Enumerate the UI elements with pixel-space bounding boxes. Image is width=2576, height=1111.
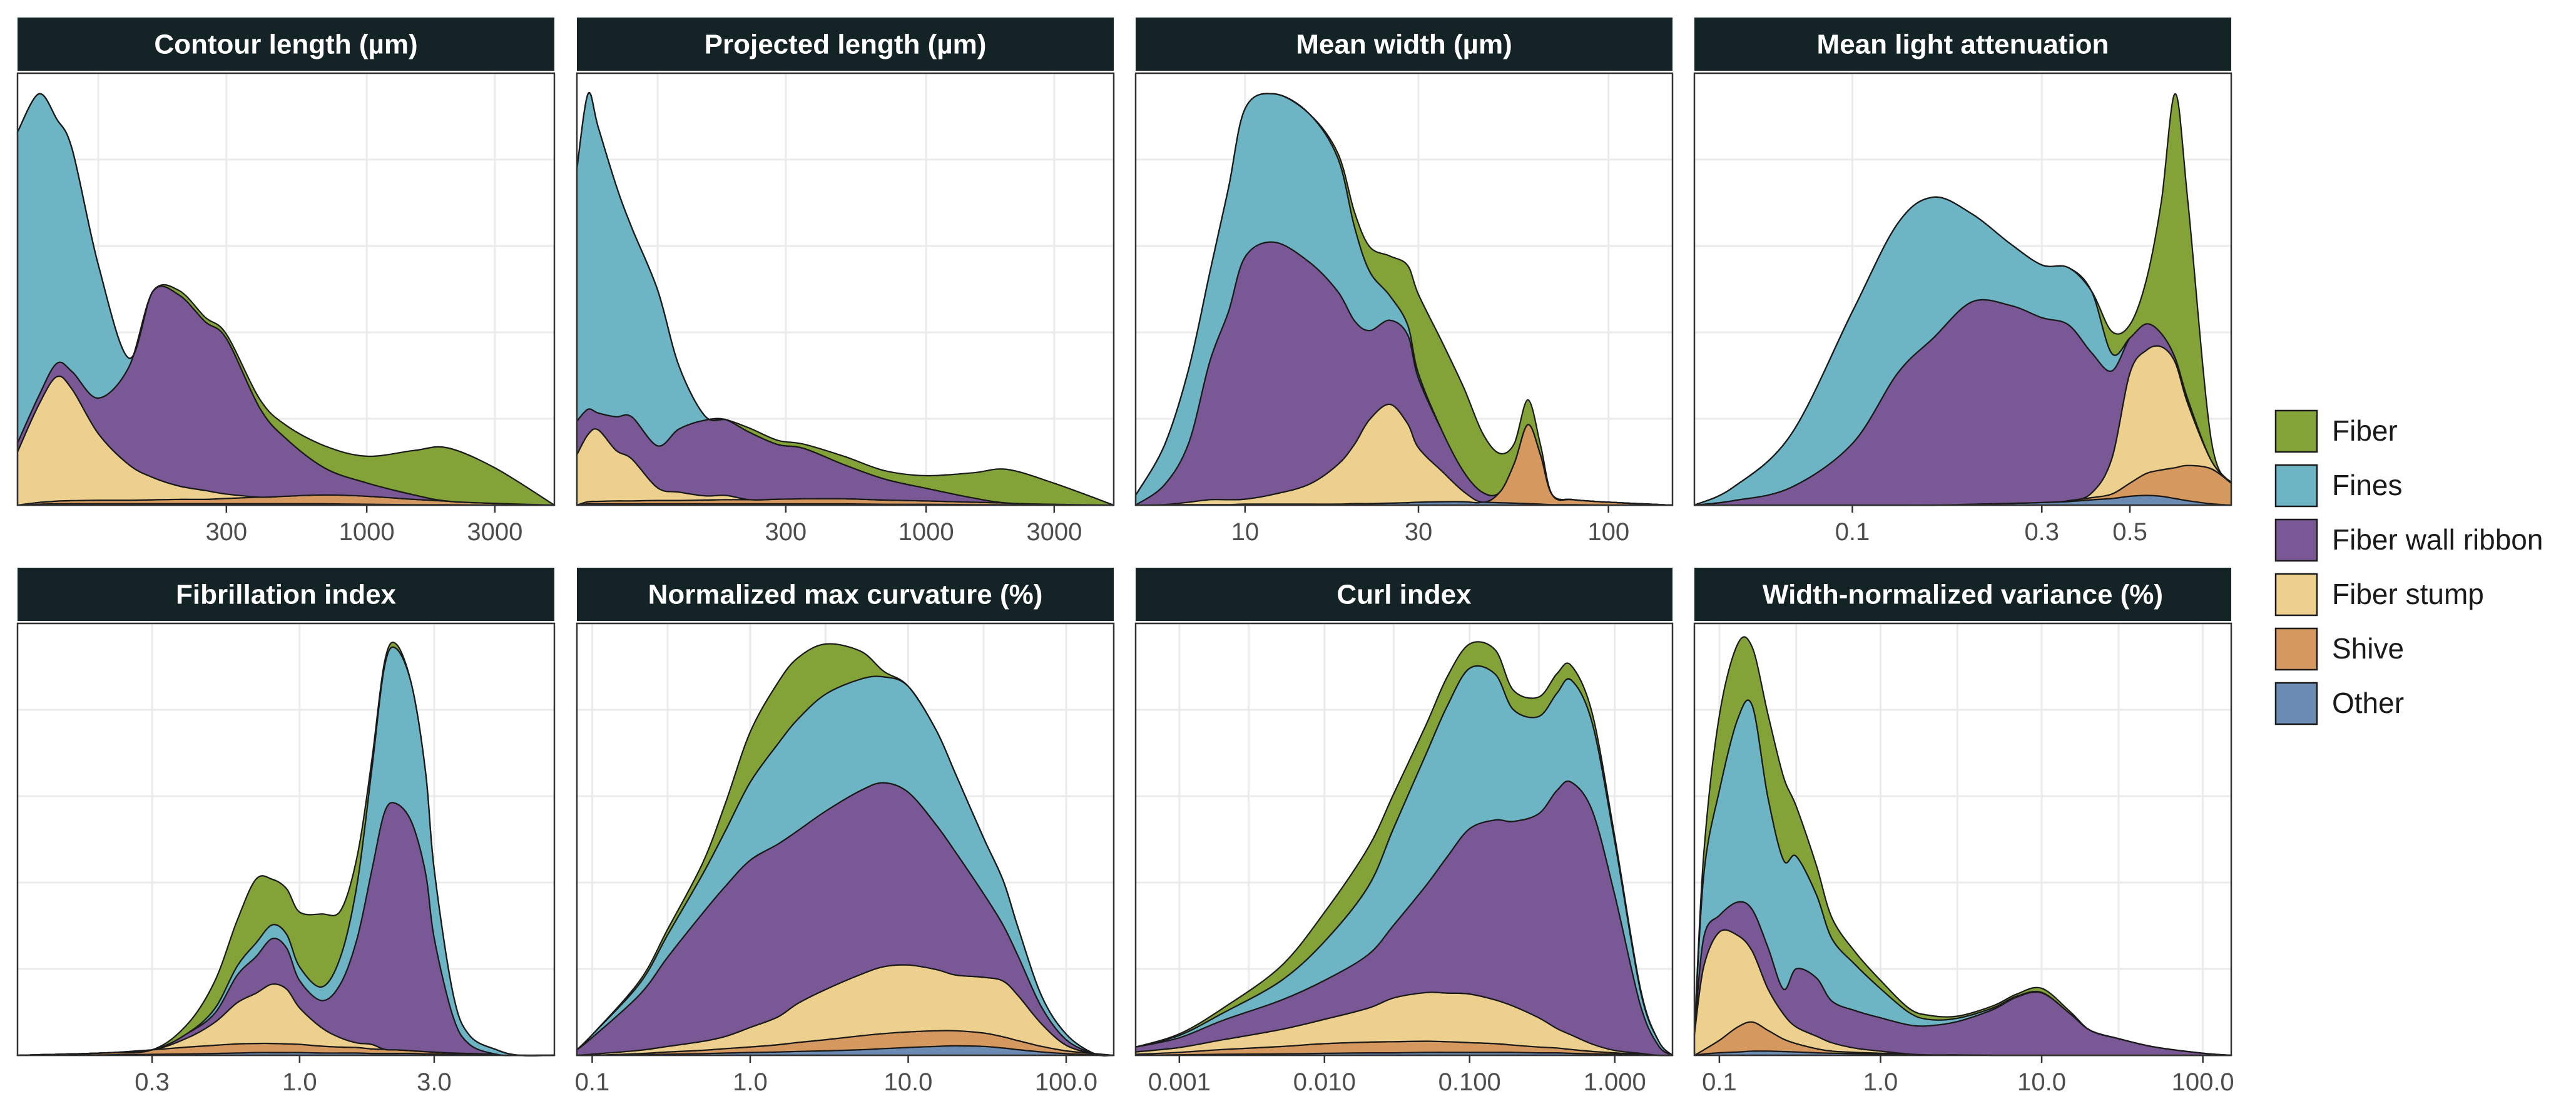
density-areas	[1693, 93, 2232, 506]
panel-curl-index: Curl index 0.001 0.010 0.100 1.000	[1134, 568, 1674, 1096]
density-areas	[1134, 93, 1674, 506]
x-axis-ticks: 0.1 0.3 0.5	[1835, 505, 2147, 546]
x-tick-label: 0.100	[1438, 1068, 1501, 1096]
plot-border	[16, 622, 556, 1057]
legend-swatch	[2274, 573, 2318, 617]
legend-label: Fiber	[2332, 414, 2398, 447]
panel-strip	[577, 568, 1114, 621]
legend-item-fines: Fines	[2274, 464, 2402, 508]
plot-border	[1693, 72, 2232, 506]
legend-label: Fiber stump	[2332, 578, 2484, 610]
panel-normalized-max-curvature: Normalized max curvature (%) 0.1 1.0 10.0 10…	[575, 568, 1115, 1096]
x-tick-label: 100.0	[2172, 1068, 2234, 1096]
x-tick-label: 30	[1405, 518, 1433, 546]
x-tick-label: 0.3	[2024, 518, 2059, 546]
x-axis-ticks: 0.1 1.0 10.0 100.0	[1702, 1055, 2234, 1096]
x-tick-label: 1.0	[733, 1068, 768, 1096]
x-tick-label: 3.0	[417, 1068, 452, 1096]
panel-title: Fibrillation index	[176, 580, 397, 610]
x-tick-label: 1000	[899, 518, 954, 546]
panel-strip	[1694, 18, 2231, 71]
x-axis-ticks: 0.3 1.0 3.0	[135, 1055, 452, 1096]
panel-strip	[18, 18, 554, 71]
panel-title: Curl index	[1336, 580, 1472, 610]
panel-strip	[1694, 568, 2231, 621]
x-tick-label: 1.0	[282, 1068, 317, 1096]
panel-title: Mean width (µm)	[1296, 29, 1512, 60]
x-tick-label: 300	[205, 518, 247, 546]
x-tick-label: 0.001	[1148, 1068, 1211, 1096]
plot-border	[1134, 622, 1674, 1057]
x-tick-label: 10.0	[2017, 1068, 2066, 1096]
x-axis-ticks: 0.1 1.0 10.0 100.0	[575, 1055, 1097, 1096]
panel-width-normalized-variance: Width-normalized variance (%) 0.1 1.0 10.0 1…	[1693, 568, 2234, 1096]
legend-item-fiber-stump: Fiber stump	[2274, 573, 2484, 617]
legend-label: Fines	[2332, 469, 2402, 501]
x-tick-label: 100.0	[1035, 1068, 1097, 1096]
panels: Contour length (µm)300 1000 3000Projected …	[16, 18, 2234, 1096]
panel-strip	[1136, 568, 1672, 621]
x-axis-ticks: 300 1000 3000	[205, 505, 522, 546]
panel-projected-length-m: Projected length (µm) 300 1000 3000	[576, 18, 1115, 546]
x-tick-label: 0.5	[2112, 518, 2147, 546]
panel-title: Contour length (µm)	[154, 29, 417, 60]
legend-item-other: Other	[2274, 682, 2404, 725]
legend: Fiber Fines Fiber wall ribbon Fiber stump Sh…	[2274, 409, 2543, 725]
x-axis-ticks: 0.001 0.010 0.100 1.000	[1148, 1055, 1646, 1096]
x-tick-label: 0.1	[1835, 518, 1870, 546]
x-tick-label: 100	[1587, 518, 1629, 546]
legend-swatch	[2274, 627, 2318, 671]
panel-title: Mean light attenuation	[1817, 29, 2109, 60]
x-tick-label: 0.010	[1293, 1068, 1356, 1096]
x-tick-label: 3000	[1026, 518, 1082, 546]
x-tick-label: 1000	[339, 518, 395, 546]
x-axis-ticks: 10 30 100	[1231, 505, 1629, 546]
panel-title: Width-normalized variance (%)	[1763, 580, 2163, 610]
x-tick-label: 0.3	[135, 1068, 170, 1096]
plot-border	[576, 622, 1115, 1057]
legend-label: Other	[2332, 687, 2404, 719]
x-tick-label: 10.0	[884, 1068, 933, 1096]
panel-mean-light-attenuation: Mean light attenuation 0.1 0.3 0.5	[1693, 18, 2232, 546]
legend-swatch	[2274, 518, 2318, 562]
gridlines	[1694, 622, 2231, 1055]
x-tick-label: 1.0	[1863, 1068, 1898, 1096]
x-tick-label: 300	[765, 518, 807, 546]
legend-label: Shive	[2332, 632, 2404, 665]
legend-item-fiber-wall-ribbon: Fiber wall ribbon	[2274, 518, 2543, 562]
x-tick-label: 0.1	[1702, 1068, 1737, 1096]
x-tick-label: 3000	[467, 518, 522, 546]
legend-swatch	[2274, 682, 2318, 725]
legend-swatch	[2274, 464, 2318, 508]
area-fiber	[1693, 93, 2232, 506]
panel-mean-width-m: Mean width (µm) 10 30 100	[1134, 18, 1674, 546]
x-tick-label: 0.1	[575, 1068, 610, 1096]
plot-border	[1693, 622, 2232, 1057]
plot-border	[16, 72, 556, 506]
legend-label: Fiber wall ribbon	[2332, 523, 2543, 556]
plot-border	[576, 72, 1115, 506]
panel-strip	[577, 18, 1114, 71]
panel-title: Projected length (µm)	[705, 29, 987, 60]
panel-contour-length-m: Contour length (µm) 300 1000 3000	[16, 18, 556, 546]
legend-item-shive: Shive	[2274, 627, 2404, 671]
x-axis-ticks: 300 1000 3000	[765, 505, 1082, 546]
legend-item-fiber: Fiber	[2274, 409, 2398, 453]
legend-swatch	[2274, 409, 2318, 453]
panel-strip	[18, 568, 554, 621]
panel-fibrillation-index: Fibrillation index 0.3 1.0 3.0	[16, 568, 556, 1096]
plot-border	[1134, 72, 1674, 506]
panel-title: Normalized max curvature (%)	[648, 580, 1043, 610]
x-tick-label: 1.000	[1584, 1068, 1646, 1096]
x-tick-label: 10	[1231, 518, 1260, 546]
panel-strip	[1136, 18, 1672, 71]
